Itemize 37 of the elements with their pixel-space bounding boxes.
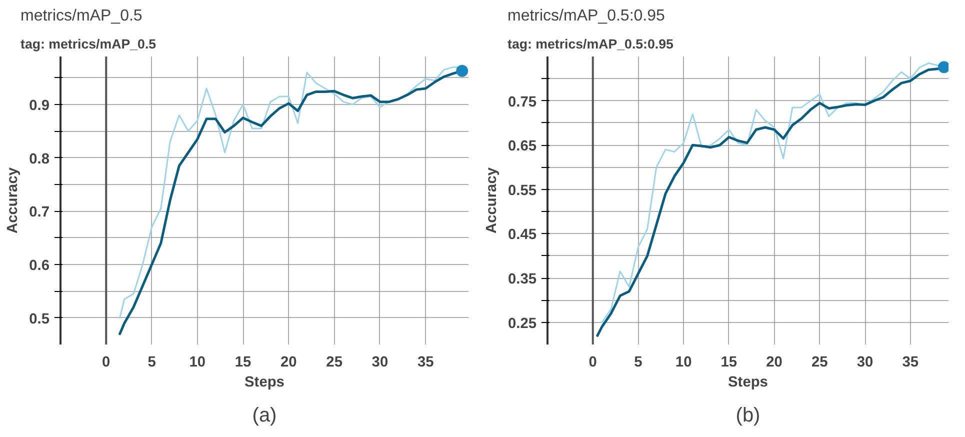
chart-subtitle: tag: metrics/mAP_0.5:0.95 (508, 36, 674, 52)
y-tick-label: 0.8 (29, 151, 50, 168)
x-tick-label: 20 (766, 354, 782, 370)
x-tick-label: 20 (280, 354, 297, 370)
text: (a) (252, 404, 277, 426)
x-tick-label: 30 (856, 354, 874, 370)
chart-title: metrics/mAP_0.5:0.95 (508, 8, 665, 24)
x-tick-label: 35 (902, 354, 919, 370)
y-tick-label: 0.7 (29, 204, 50, 221)
x-tick-label: 0 (588, 354, 597, 370)
x-axis-title: Steps (244, 374, 284, 390)
y-axis-title: Accuracy (484, 166, 500, 234)
x-tick-label: 30 (372, 354, 388, 370)
y-tick-label: 0.6 (29, 258, 50, 274)
text: (b) (736, 404, 760, 426)
chart-subtitle: tag: metrics/mAP_0.5 (20, 36, 157, 52)
chart-title: metrics/mAP_0.5 (20, 8, 142, 24)
x-tick-label: 5 (148, 354, 156, 370)
y-tick-label: 0.75 (508, 94, 537, 110)
x-tick-label: 10 (189, 354, 206, 370)
y-tick-label: 0.25 (508, 316, 537, 332)
y-tick-label: 0.35 (508, 272, 537, 288)
x-tick-label: 5 (634, 354, 642, 370)
y-tick-label: 0.65 (508, 138, 537, 155)
y-axis-title: Accuracy (5, 166, 22, 234)
x-tick-label: 15 (234, 354, 252, 370)
x-tick-label: 15 (720, 354, 738, 370)
x-tick-label: 35 (417, 354, 434, 370)
x-tick-label: 0 (102, 354, 110, 370)
y-tick-label: 0.9 (29, 98, 50, 114)
y-tick-label: 0.45 (508, 227, 537, 244)
x-tick-label: 10 (675, 354, 692, 370)
x-tick-label: 25 (326, 354, 342, 370)
x-tick-label: 25 (812, 354, 828, 370)
x-axis-title: Steps (728, 374, 768, 390)
y-tick-label: 0.5 (29, 311, 50, 328)
y-tick-label: 0.55 (508, 182, 537, 199)
